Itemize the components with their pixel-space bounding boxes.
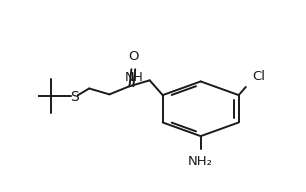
Text: S: S xyxy=(71,90,79,104)
Text: NH: NH xyxy=(124,71,143,84)
Text: O: O xyxy=(128,50,139,63)
Text: NH₂: NH₂ xyxy=(188,155,213,168)
Text: Cl: Cl xyxy=(252,70,265,83)
